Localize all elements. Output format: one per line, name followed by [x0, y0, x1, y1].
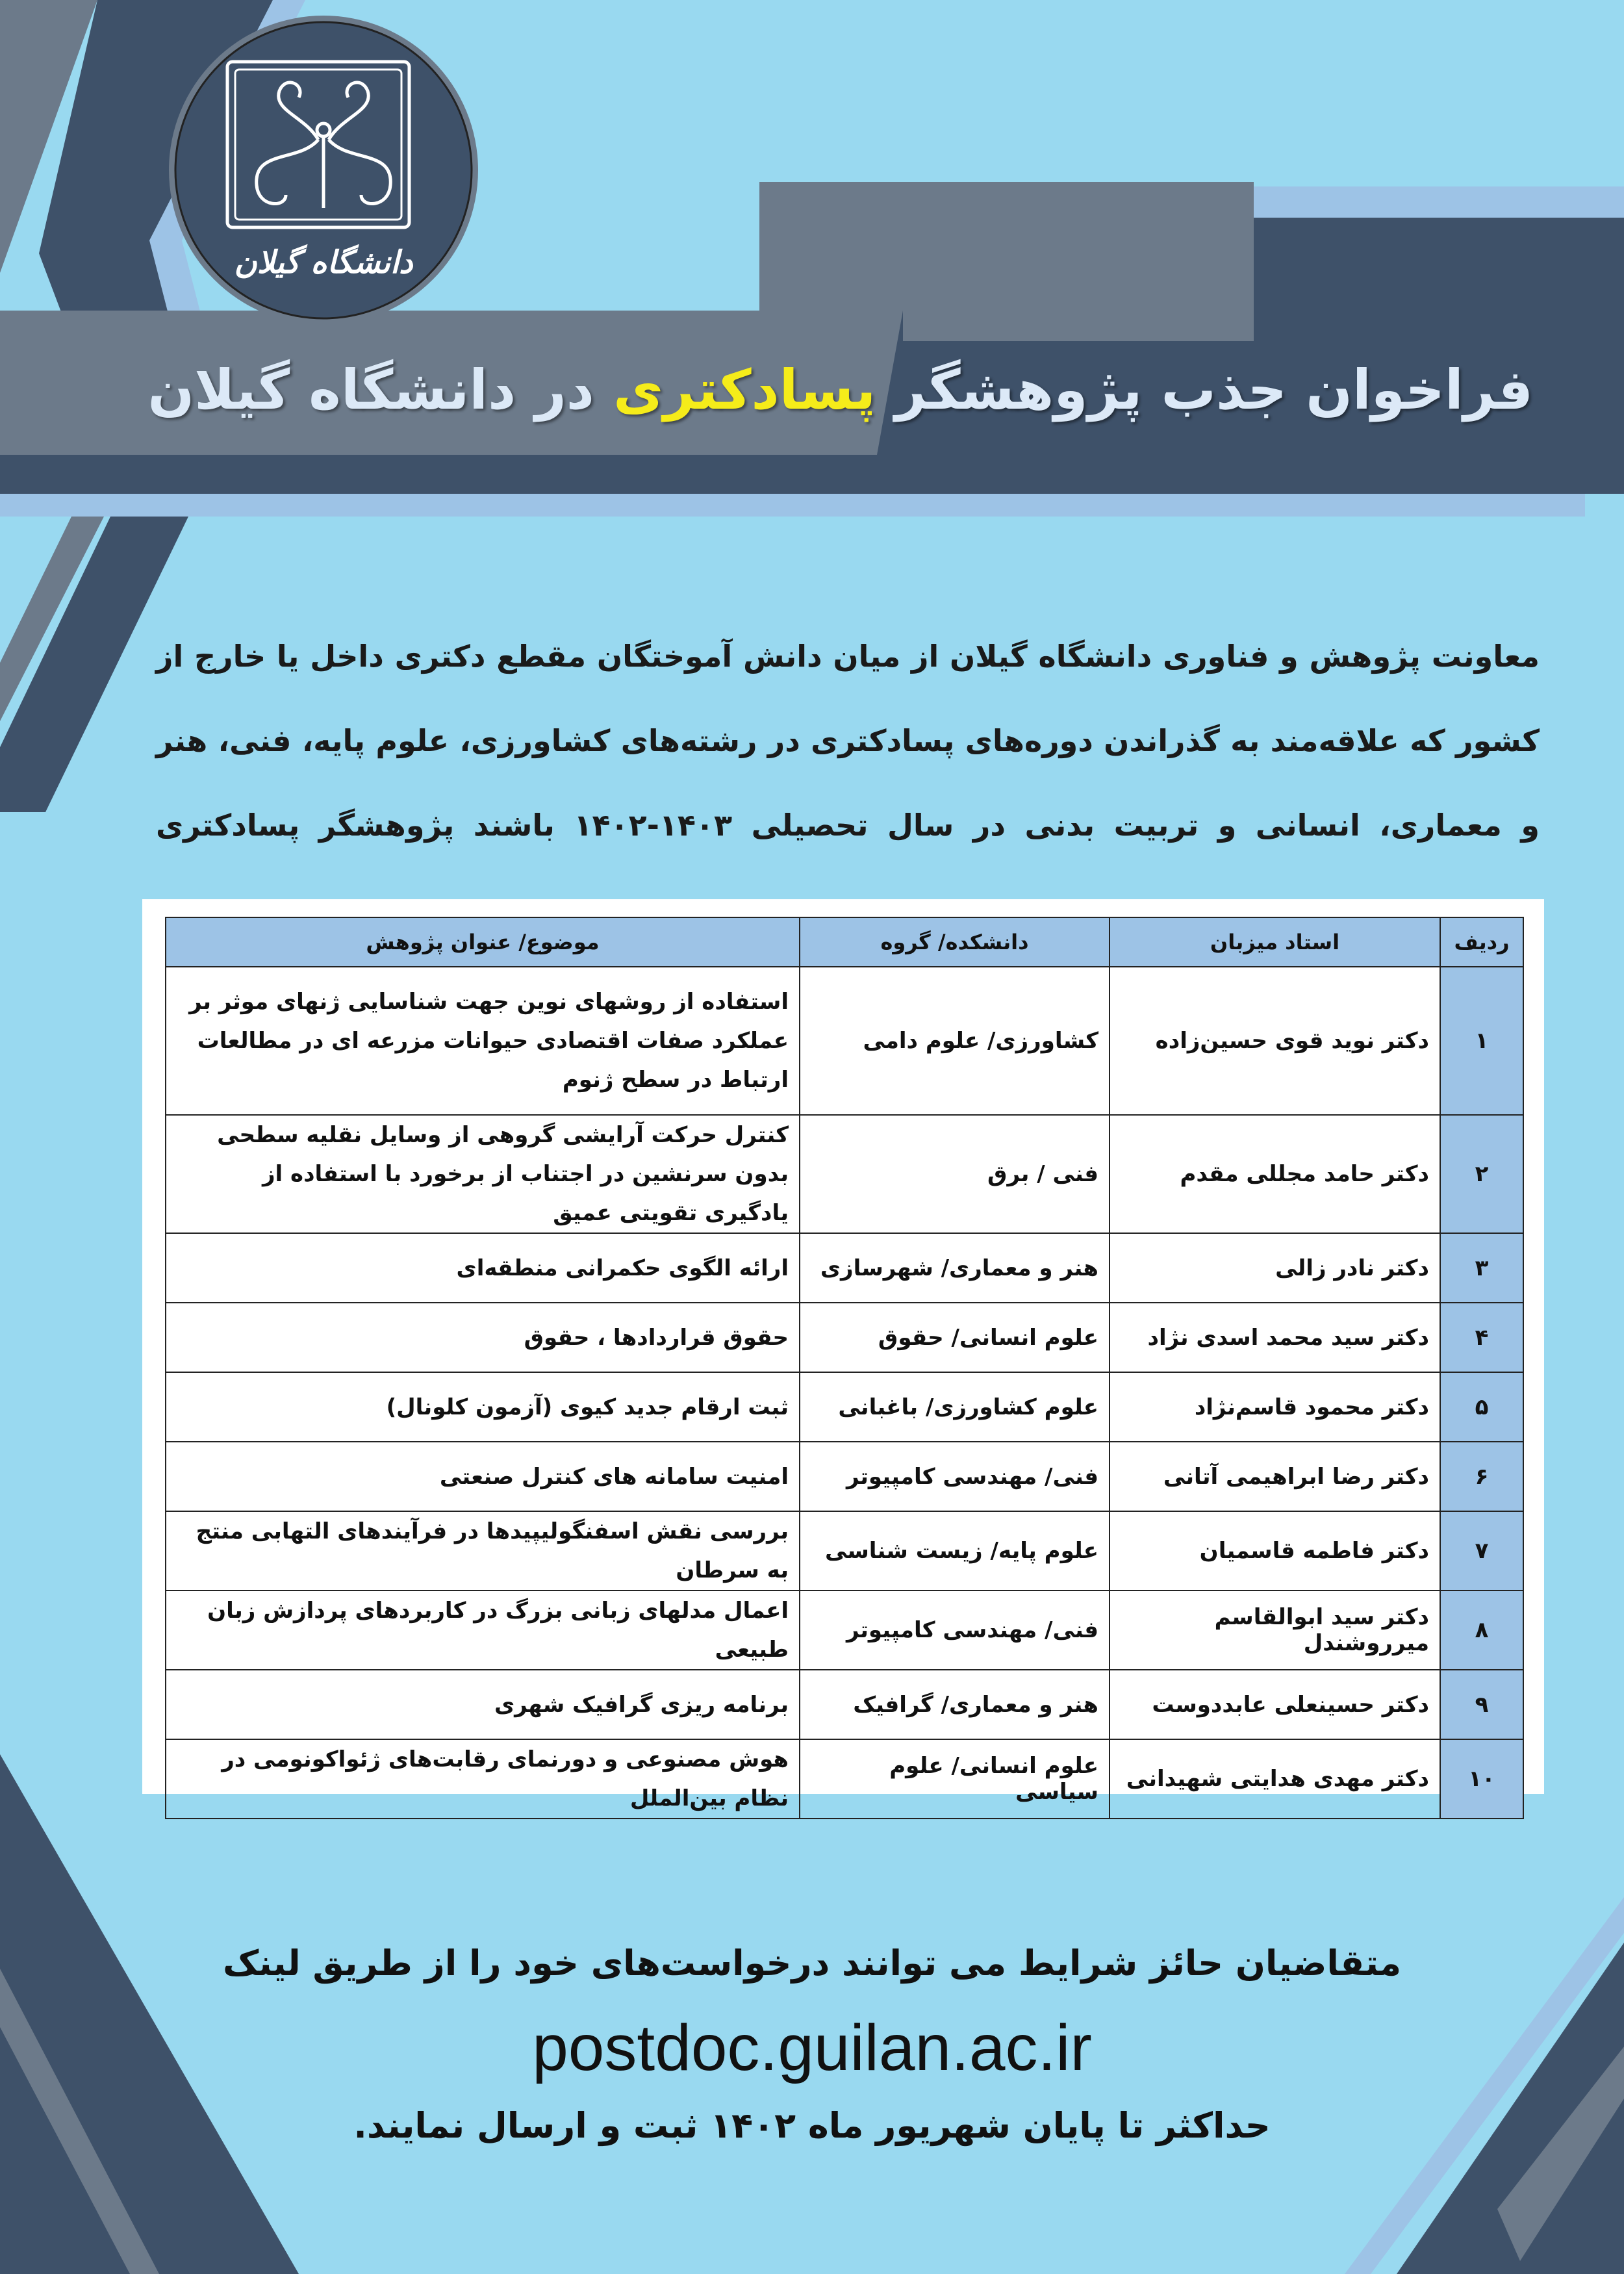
faculty-group: فنی / برق [799, 1114, 1110, 1234]
application-link[interactable]: postdoc.guilan.ac.ir [532, 2012, 1092, 2084]
page-title: فراخوان جذب پژوهشگر پسادکتری در دانشگاه … [104, 348, 1533, 432]
row-number: ۷ [1440, 1511, 1524, 1591]
light-strip-top [1254, 186, 1624, 219]
footer-line2: حداکثر تا پایان شهریور ماه ۱۴۰۲ ثبت و ار… [353, 2105, 1271, 2146]
stripe-gray-left-mid [0, 517, 104, 721]
stripe-light-bottom-right [1345, 1897, 1624, 2274]
host-name: دکتر سید محمد اسدی نژاد [1109, 1302, 1441, 1373]
header-faculty: دانشکده/ گروه [799, 917, 1110, 967]
host-name: دکتر محمود قاسم‌نژاد [1109, 1372, 1441, 1442]
footer-line1: متقاضیان حائز شرایط می توانند درخواست‌ها… [222, 1943, 1402, 1984]
intro-paragraph: معاونت پژوهش و فناوری دانشگاه گیلان از م… [156, 639, 1540, 927]
table-row: ۳ دکتر نادر زالی هنر و معماری/ شهرسازی ارائ… [165, 1233, 1524, 1303]
gray-title-band [0, 311, 903, 455]
table-header-row: ردیف استاد میزبان دانشکده/ گروه موضوع/ ع… [165, 917, 1524, 967]
research-topic: ثبت ارقام جدید کیوی (آزمون کلونال) [165, 1372, 800, 1442]
header-row-number: ردیف [1440, 917, 1524, 967]
faculty-group: علوم انسانی/ علوم سیاسی [799, 1739, 1110, 1819]
faculty-group: فنی/ مهندسی کامپیوتر [799, 1590, 1110, 1670]
header-topic: موضوع/ عنوان پژوهش [165, 917, 800, 967]
title-part2: در دانشگاه گیلان [147, 358, 594, 422]
research-topic: هوش مصنوعی و دورنمای رقابت‌های ژئواکونوم… [165, 1739, 800, 1819]
faculty-group: هنر و معماری/ شهرسازی [799, 1233, 1110, 1303]
research-topic: بررسی نقش اسفنگولیپیدها در فرآیندهای الت… [165, 1511, 800, 1591]
table-row: ۱۰ دکتر مهدی هدایتی شهیدانی علوم انسانی/ ع… [165, 1739, 1524, 1819]
table-row: ۴ دکتر سید محمد اسدی نژاد علوم انسانی/ حقو… [165, 1302, 1524, 1373]
host-name: دکتر سید ابوالقاسم میرروشندل [1109, 1590, 1441, 1670]
title-part1: فراخوان جذب پژوهشگر [894, 358, 1533, 422]
stripe-gray-bottom-right [1497, 2047, 1624, 2261]
faculty-group: هنر و معماری/ گرافیک [799, 1669, 1110, 1740]
title-highlight: پسادکتری [613, 358, 876, 422]
research-topic: امنیت سامانه های کنترل صنعتی [165, 1441, 800, 1512]
header-host: استاد میزبان [1109, 917, 1441, 967]
faculty-group: علوم کشاورزی/ باغبانی [799, 1372, 1110, 1442]
emblem-icon [255, 81, 392, 208]
host-name: دکتر حامد مجللی مقدم [1109, 1114, 1441, 1234]
table-row: ۵ دکتر محمود قاسم‌نژاد علوم کشاورزی/ باغبا… [165, 1372, 1524, 1442]
row-number: ۳ [1440, 1233, 1524, 1303]
row-number: ۱۰ [1440, 1739, 1524, 1819]
stripe-gray-bottom-left [0, 1969, 159, 2274]
row-number: ۶ [1440, 1441, 1524, 1512]
stripe-dark-bottom-right [1397, 1943, 1624, 2274]
table-row: ۹ دکتر حسینعلی عابددوست هنر و معماری/ گراف… [165, 1669, 1524, 1740]
host-name: دکتر نادر زالی [1109, 1233, 1441, 1303]
positions-table-card: ردیف استاد میزبان دانشکده/ گروه موضوع/ ع… [142, 899, 1544, 1819]
faculty-group: فنی/ مهندسی کامپیوتر [799, 1441, 1110, 1512]
host-name: دکتر فاطمه قاسمیان [1109, 1511, 1441, 1591]
dark-block-right [1254, 218, 1624, 348]
table-row: ۸ دکتر سید ابوالقاسم میرروشندل فنی/ مهندسی… [165, 1590, 1524, 1670]
positions-table: ردیف استاد میزبان دانشکده/ گروه موضوع/ ع… [165, 917, 1524, 1819]
research-topic: حقوق قراردادها ، حقوق [165, 1302, 800, 1373]
table-row: ۱ دکتر نوید قوی حسین‌زاده کشاورزی/ علوم دا… [165, 966, 1524, 1116]
university-logo: دانشگاه گیلان [169, 16, 478, 325]
host-name: دکتر مهدی هدایتی شهیدانی [1109, 1739, 1441, 1819]
research-topic: کنترل حرکت آرایشی گروهی از وسایل نقلیه س… [165, 1114, 800, 1234]
host-name: دکتر رضا ابراهیمی آتانی [1109, 1441, 1441, 1512]
research-topic: برنامه ریزی گرافیک شهری [165, 1669, 800, 1740]
row-number: ۱ [1440, 966, 1524, 1116]
faculty-group: علوم انسانی/ حقوق [799, 1302, 1110, 1373]
faculty-group: علوم پایه/ زیست شناسی [799, 1511, 1110, 1591]
table-row: ۶ دکتر رضا ابراهیمی آتانی فنی/ مهندسی کامپ… [165, 1441, 1524, 1512]
table-body: ۱ دکتر نوید قوی حسین‌زاده کشاورزی/ علوم دا… [165, 966, 1524, 1819]
stripe-dark-left-mid [0, 517, 188, 812]
light-strip-under-header [0, 494, 1585, 517]
row-number: ۲ [1440, 1114, 1524, 1234]
table-row: ۲ دکتر حامد مجللی مقدم فنی / برق کنترل حرکت… [165, 1114, 1524, 1234]
row-number: ۹ [1440, 1669, 1524, 1740]
research-topic: استفاده از روشهای نوین جهت شناسایی ژنهای… [165, 966, 800, 1116]
table-row: ۷ دکتر فاطمه قاسمیان علوم پایه/ زیست شناسی… [165, 1511, 1524, 1591]
host-name: دکتر نوید قوی حسین‌زاده [1109, 966, 1441, 1116]
stripe-gray-top-left [0, 0, 97, 273]
row-number: ۴ [1440, 1302, 1524, 1373]
row-number: ۵ [1440, 1372, 1524, 1442]
host-name: دکتر حسینعلی عابددوست [1109, 1669, 1441, 1740]
faculty-group: کشاورزی/ علوم دامی [799, 966, 1110, 1116]
research-topic: اعمال مدلهای زبانی بزرگ در کاربردهای پرد… [165, 1590, 800, 1670]
research-topic: ارائه الگوی حکمرانی منطقه‌ای [165, 1233, 800, 1303]
logo-text: دانشگاه گیلان [234, 244, 414, 281]
row-number: ۸ [1440, 1590, 1524, 1670]
